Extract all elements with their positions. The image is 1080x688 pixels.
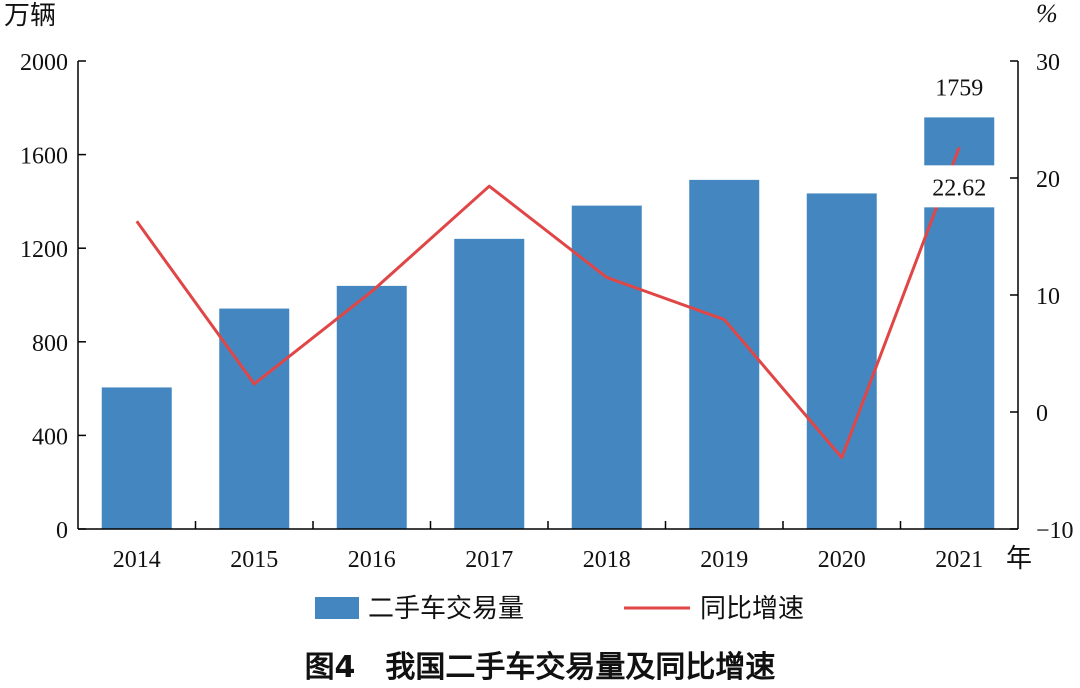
left-tick-label-400: 400: [32, 424, 68, 450]
right-tick-label-10: 10: [1036, 284, 1060, 310]
x-tick-label-2019: 2019: [700, 547, 748, 573]
right-axis-unit: %: [1036, 0, 1058, 28]
legend-bar-swatch: [315, 597, 359, 619]
bar-2014: [101, 387, 172, 529]
x-tick-label-2017: 2017: [465, 547, 513, 573]
bars-group: [101, 117, 995, 530]
x-tick-label-2018: 2018: [583, 547, 631, 573]
right-tick-label-20: 20: [1036, 167, 1060, 193]
left-axis-unit: 万辆: [4, 1, 56, 31]
x-tick-label-2015: 2015: [230, 547, 278, 573]
axes-group: [77, 61, 1019, 530]
right-tick-label-30: 30: [1036, 50, 1060, 76]
left-tick-label-0: 0: [56, 518, 68, 544]
x-tick-label-2021: 2021: [935, 547, 983, 573]
x-tick-label-2016: 2016: [348, 547, 396, 573]
data-labels-group: 1759 22.62: [915, 75, 1004, 208]
bar-value-label-2021: 1759: [935, 75, 983, 101]
growth-line-group: [135, 146, 961, 460]
left-tick-label-1200: 1200: [20, 237, 68, 263]
legend: 二手车交易量 同比增速: [315, 594, 804, 624]
left-tick-label-800: 800: [32, 331, 68, 357]
x-tick-label-2014: 2014: [113, 547, 161, 573]
bar-2018: [571, 205, 642, 529]
line-value-label-2021: 22.62: [932, 175, 986, 201]
x-tick-label-2020: 2020: [818, 547, 866, 573]
x-axis-label: 年: [1006, 544, 1032, 574]
left-tick-label-2000: 2000: [20, 50, 68, 76]
figure-caption: 图4 我国二手车交易量及同比增速: [304, 650, 776, 685]
labels-group: 万辆 % 年: [4, 0, 1058, 574]
right-tick-label--10: −10: [1036, 518, 1074, 544]
line-value-label-background: [915, 165, 1004, 208]
bar-2016: [336, 285, 407, 529]
left-tick-label-1600: 1600: [20, 144, 68, 170]
bar-2017: [454, 238, 525, 529]
growth-rate-line: [135, 146, 961, 460]
legend-line-label: 同比增速: [700, 594, 804, 624]
bar-2019: [689, 179, 760, 529]
ticks-group: 0 400 800 1200 1600 2000 −10 0 10 20 30 2014 2015 201…: [20, 50, 1074, 573]
right-tick-label-0: 0: [1036, 401, 1048, 427]
bar-2020: [806, 193, 877, 529]
legend-bar-label: 二手车交易量: [368, 594, 524, 624]
bar-2015: [219, 308, 290, 529]
